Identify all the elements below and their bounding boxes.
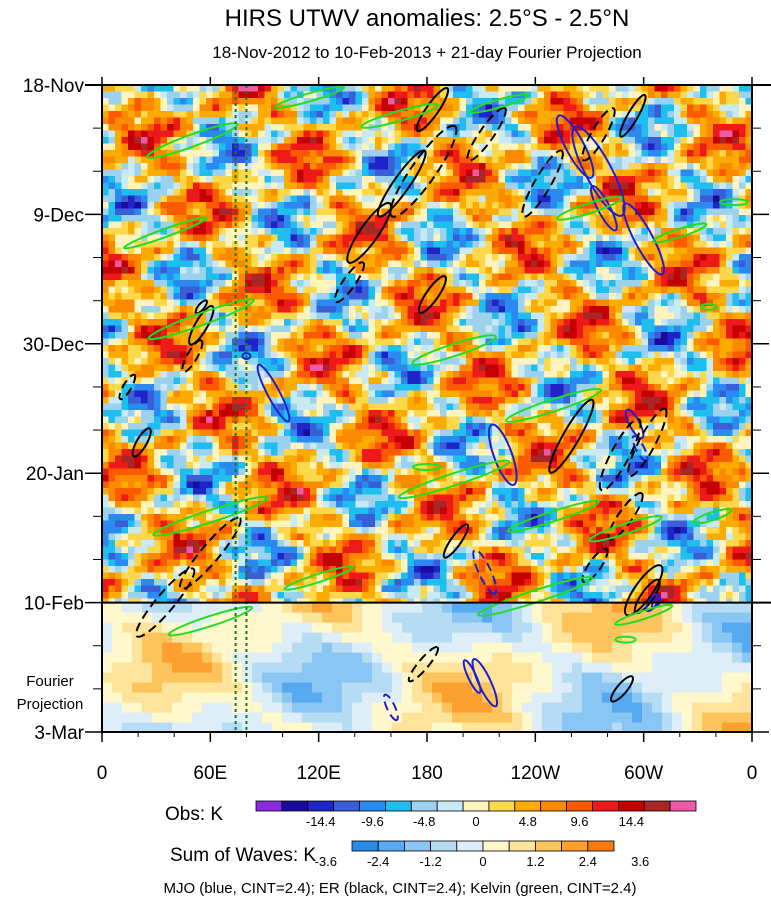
colorbar-tick-label: 4.8 <box>519 814 537 829</box>
projection-label-line1: Fourier <box>26 673 74 690</box>
projection-shading <box>102 602 752 732</box>
colorbar-swatch <box>618 800 645 812</box>
colorbar-tick-label: -9.6 <box>361 814 383 829</box>
colorbar-swatch <box>377 840 405 852</box>
x-tick-label: 0 <box>747 763 758 784</box>
obs-colorbar: -14.4 -9.6 -4.8 0 4.8 9.6 14.4 <box>255 800 697 829</box>
wave-contours <box>118 85 749 722</box>
y-tick-label: 10-Feb <box>24 594 84 615</box>
legend-text: MJO (blue, CINT=2.4); ER (black, CINT=2.… <box>163 880 636 897</box>
y-tick-label: 3-Mar <box>34 723 84 744</box>
colorbar-swatch <box>540 800 568 812</box>
colorbar-tick-label: -2.4 <box>367 854 389 869</box>
colorbar-swatch <box>430 840 458 852</box>
plot-area: 0 60E 120E 180 120W 60W 0 18-Nov 9-Dec 30-Dec 20-… <box>23 76 771 784</box>
x-tick-label: 0 <box>97 763 108 784</box>
colorbar-swatch <box>643 800 671 812</box>
x-tick-label: 120E <box>296 763 340 784</box>
colorbar-swatch <box>456 840 484 852</box>
colorbar-swatch <box>508 840 536 852</box>
colorbar-swatch <box>281 800 309 812</box>
colorbar-swatch <box>561 840 589 852</box>
colorbar-swatch <box>333 800 360 812</box>
y-axis: 18-Nov 9-Dec 30-Dec 20-Jan 10-Feb 3-Mar <box>23 76 769 744</box>
colorbar-tick-label: 3.6 <box>631 854 649 869</box>
colorbar-swatch <box>436 800 464 812</box>
colorbar-swatch <box>669 800 697 812</box>
x-tick-label: 180 <box>411 763 443 784</box>
colorbar-tick-label: 2.4 <box>579 854 597 869</box>
obs-shading <box>102 85 752 606</box>
chart-subtitle: 18-Nov-2012 to 10-Feb-2013 + 21-day Four… <box>212 43 642 62</box>
colorbar-swatch <box>535 840 563 852</box>
colorbar-tick-label: -3.6 <box>315 854 337 869</box>
colorbar-swatch <box>255 800 283 812</box>
colorbar-tick-label: -14.4 <box>306 814 336 829</box>
colorbar-swatch <box>351 840 379 852</box>
obs-colorbar-label: Obs: K <box>165 804 223 825</box>
colorbar-tick-label: -4.8 <box>413 814 435 829</box>
colorbar-swatch <box>482 840 510 852</box>
colorbar-tick-label: 1.2 <box>526 854 544 869</box>
colorbar-swatch <box>307 800 335 812</box>
y-tick-label: 9-Dec <box>33 205 84 226</box>
colorbar-swatch <box>359 800 386 812</box>
colorbar-swatch <box>514 800 542 812</box>
colorbar-swatch <box>566 800 593 812</box>
waves-colorbar: -3.6 -2.4 -1.2 0 1.2 2.4 3.6 <box>315 840 649 869</box>
x-axis: 0 60E 120E 180 120W 60W 0 <box>97 77 758 784</box>
colorbar-swatch <box>587 840 615 852</box>
colorbar-tick-label: 9.6 <box>570 814 588 829</box>
colorbar-swatch <box>410 800 438 812</box>
x-tick-label: 120W <box>511 763 561 784</box>
colorbar-tick-label: 0 <box>472 814 479 829</box>
colorbar-swatch <box>488 800 516 812</box>
y-tick-label: 30-Dec <box>23 335 84 356</box>
x-tick-label: 60W <box>624 763 663 784</box>
waves-colorbar-label: Sum of Waves: K <box>170 845 316 866</box>
colorbar-tick-label: 0 <box>479 854 486 869</box>
colorbar-tick-label: -1.2 <box>419 854 441 869</box>
x-tick-label: 60E <box>193 763 227 784</box>
colorbar-swatch <box>592 800 619 812</box>
colorbar-tick-label: 14.4 <box>619 814 644 829</box>
chart-title: HIRS UTWV anomalies: 2.5°S - 2.5°N <box>225 5 630 32</box>
colorbar-swatch <box>384 800 412 812</box>
y-tick-label: 20-Jan <box>26 464 84 485</box>
colorbar-swatch <box>403 840 431 852</box>
colorbar-swatch <box>462 800 490 812</box>
projection-label-line2: Projection <box>17 696 84 713</box>
y-tick-label: 18-Nov <box>23 76 85 97</box>
